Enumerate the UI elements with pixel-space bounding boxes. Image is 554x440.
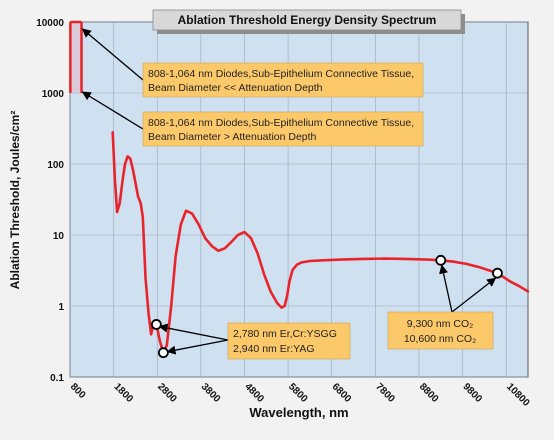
callout-line: 808-1,064 nm Diodes,Sub-Epithelium Conne… xyxy=(148,68,414,80)
callout-box xyxy=(387,311,494,350)
callout-box xyxy=(142,62,424,98)
callout-arrow xyxy=(451,277,497,313)
x-tick-label: 1800 xyxy=(111,381,135,405)
callout-line: 808-1,064 nm Diodes,Sub-Epithelium Conne… xyxy=(148,117,414,129)
callout-box xyxy=(142,111,424,147)
x-axis-label: Wavelength, nm xyxy=(249,405,348,420)
x-tick-label: 800 xyxy=(68,381,88,401)
x-tick-label: 10800 xyxy=(504,381,532,409)
x-tick-label: 3800 xyxy=(199,381,223,405)
laser-marker xyxy=(435,254,447,266)
annotation-co2: 9,300 nm CO₂ 10,600 nm CO₂ xyxy=(387,311,494,350)
series-group xyxy=(111,131,530,354)
x-tick-label: 9800 xyxy=(460,381,484,405)
annotation-diode-small-beam: 808-1,064 nm Diodes,Sub-Epithelium Conne… xyxy=(142,62,424,98)
callout-line: 2,940 nm Er:YAG xyxy=(233,343,315,355)
y-tick-labels: 0.1 1 10 100 1000 10000 xyxy=(36,18,64,384)
laser-marker xyxy=(150,319,162,330)
callout-arrow xyxy=(439,264,453,313)
annotation-diode-large-beam: 808-1,064 nm Diodes,Sub-Epithelium Conne… xyxy=(142,111,424,147)
y-tick-label: 10 xyxy=(53,231,65,242)
x-tick-label: 7800 xyxy=(373,381,397,405)
diode-band xyxy=(70,22,82,93)
y-tick-label: 1 xyxy=(58,302,64,313)
callout-line: 2,780 nm Er,Cr:YSGG xyxy=(233,328,337,340)
title-box xyxy=(152,9,462,31)
x-tick-label: 5800 xyxy=(286,381,310,405)
x-tick-label: 8800 xyxy=(417,381,441,405)
y-tick-label: 0.1 xyxy=(50,373,64,384)
laser-marker xyxy=(492,267,503,279)
callout-line: 9,300 nm CO₂ xyxy=(407,318,474,330)
callout-arrows xyxy=(81,28,497,355)
callout-box xyxy=(227,322,351,360)
diode-band-group xyxy=(69,20,83,93)
y-axis-label: Ablation Threshold, Joules/cm² xyxy=(8,111,22,290)
marker-group xyxy=(150,254,503,359)
x-tick-label: 2800 xyxy=(155,381,179,405)
series-line xyxy=(111,131,530,354)
callout-line: Beam Diameter << Attenuation Depth xyxy=(148,82,323,94)
laser-marker xyxy=(157,347,169,359)
chart-title: Ablation Threshold Energy Density Spectr… xyxy=(178,13,437,27)
y-tick-label: 10000 xyxy=(36,18,64,29)
y-tick-label: 1000 xyxy=(42,89,65,100)
x-tick-label: 4800 xyxy=(242,381,266,405)
y-tick-label: 100 xyxy=(47,160,64,171)
callout-arrow xyxy=(81,91,144,130)
callout-line: 10,600 nm CO₂ xyxy=(404,333,476,345)
callout-line: Beam Diameter > Attenuation Depth xyxy=(148,131,317,143)
annotation-erbium: 2,780 nm Er,Cr:YSGG 2,940 nm Er:YAG xyxy=(227,322,351,360)
callout-arrow xyxy=(158,323,229,341)
chart-title-box: Ablation Threshold Energy Density Spectr… xyxy=(152,9,465,34)
x-tick-label: 6800 xyxy=(330,381,354,405)
callout-arrow xyxy=(166,339,229,355)
callout-arrow xyxy=(81,28,144,81)
